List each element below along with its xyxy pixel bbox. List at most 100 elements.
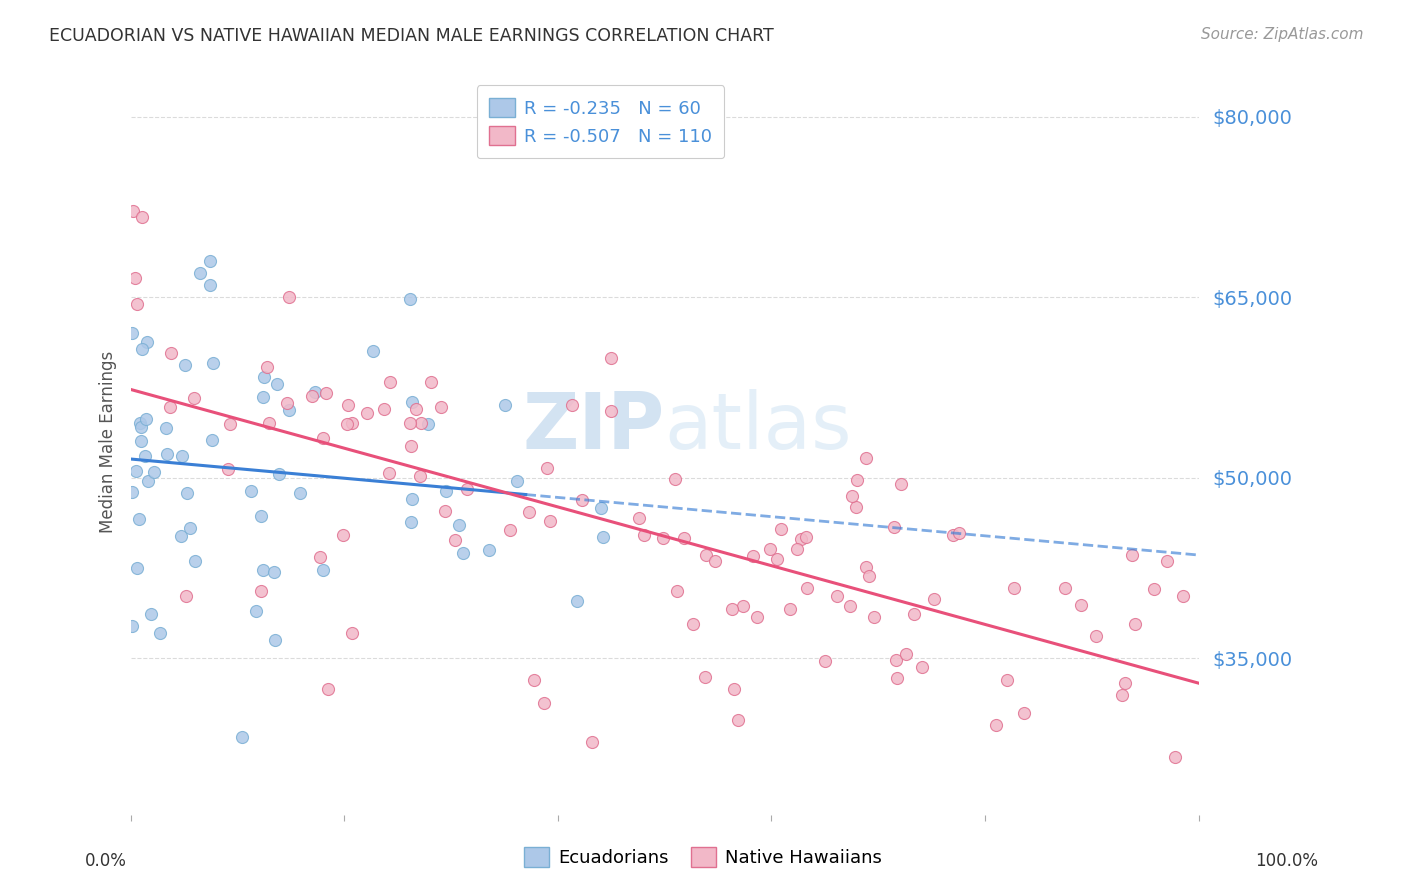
Point: [256, 359, 278, 374]
Point: [121, 326, 143, 340]
Point: [121, 484, 143, 499]
Point: [922, 591, 945, 606]
Point: [409, 469, 432, 483]
Point: [176, 486, 198, 500]
Point: [855, 560, 877, 574]
Point: [124, 271, 146, 285]
Point: [1156, 554, 1178, 568]
Point: [411, 416, 433, 430]
Point: [125, 561, 148, 575]
Point: [253, 370, 276, 384]
Point: [263, 565, 285, 579]
Point: [745, 609, 768, 624]
Point: [129, 419, 152, 434]
Point: [1114, 675, 1136, 690]
Point: [170, 529, 193, 543]
Point: [378, 466, 401, 480]
Point: [340, 416, 363, 430]
Point: [948, 526, 970, 541]
Point: [858, 568, 880, 582]
Point: [263, 633, 285, 648]
Point: [651, 532, 673, 546]
Point: [759, 541, 782, 556]
Point: [131, 210, 153, 224]
Point: [200, 433, 222, 447]
Point: [373, 402, 395, 417]
Point: [571, 492, 593, 507]
Point: [278, 403, 301, 417]
Point: [250, 509, 273, 524]
Point: [416, 417, 439, 431]
Point: [1164, 750, 1187, 764]
Point: [159, 400, 181, 414]
Point: [419, 375, 441, 389]
Point: [863, 610, 886, 624]
Point: [315, 386, 337, 401]
Point: [231, 730, 253, 744]
Point: [627, 510, 650, 524]
Point: [129, 434, 152, 448]
Point: [592, 531, 614, 545]
Point: [380, 375, 402, 389]
Text: ECUADORIAN VS NATIVE HAWAIIAN MEDIAN MALE EARNINGS CORRELATION CHART: ECUADORIAN VS NATIVE HAWAIIAN MEDIAN MAL…: [49, 27, 773, 45]
Y-axis label: Median Male Earnings: Median Male Earnings: [100, 351, 117, 533]
Point: [704, 554, 727, 568]
Point: [290, 486, 312, 500]
Point: [682, 616, 704, 631]
Point: [779, 602, 801, 616]
Point: [156, 447, 179, 461]
Point: [884, 653, 907, 667]
Point: [494, 398, 516, 412]
Point: [1053, 581, 1076, 595]
Point: [565, 593, 588, 607]
Point: [664, 472, 686, 486]
Point: [128, 512, 150, 526]
Point: [266, 376, 288, 391]
Point: [589, 501, 612, 516]
Point: [278, 290, 301, 304]
Point: [790, 532, 813, 546]
Point: [184, 554, 207, 568]
Point: [894, 647, 917, 661]
Point: [198, 254, 221, 268]
Point: [839, 599, 862, 613]
Point: [174, 589, 197, 603]
Point: [276, 396, 298, 410]
Point: [855, 450, 877, 465]
Point: [316, 681, 339, 696]
Point: [200, 278, 222, 293]
Point: [633, 528, 655, 542]
Point: [673, 531, 696, 545]
Point: [312, 563, 335, 577]
Point: [188, 266, 211, 280]
Point: [841, 489, 863, 503]
Text: atlas: atlas: [665, 389, 852, 465]
Point: [399, 292, 422, 306]
Point: [361, 344, 384, 359]
Point: [1002, 582, 1025, 596]
Point: [517, 504, 540, 518]
Point: [720, 602, 742, 616]
Point: [267, 467, 290, 482]
Point: [1012, 706, 1035, 720]
Point: [250, 583, 273, 598]
Point: [1123, 617, 1146, 632]
Point: [174, 358, 197, 372]
Point: [399, 439, 422, 453]
Point: [449, 517, 471, 532]
Point: [121, 619, 143, 633]
Point: [561, 398, 583, 412]
Point: [125, 465, 148, 479]
Point: [523, 673, 546, 687]
Point: [498, 523, 520, 537]
Point: [399, 416, 422, 430]
Point: [995, 673, 1018, 687]
Point: [121, 203, 143, 218]
Point: [434, 504, 457, 518]
Point: [142, 465, 165, 479]
Point: [506, 474, 529, 488]
Point: [1173, 589, 1195, 603]
Point: [356, 406, 378, 420]
Point: [155, 421, 177, 435]
Point: [127, 297, 149, 311]
